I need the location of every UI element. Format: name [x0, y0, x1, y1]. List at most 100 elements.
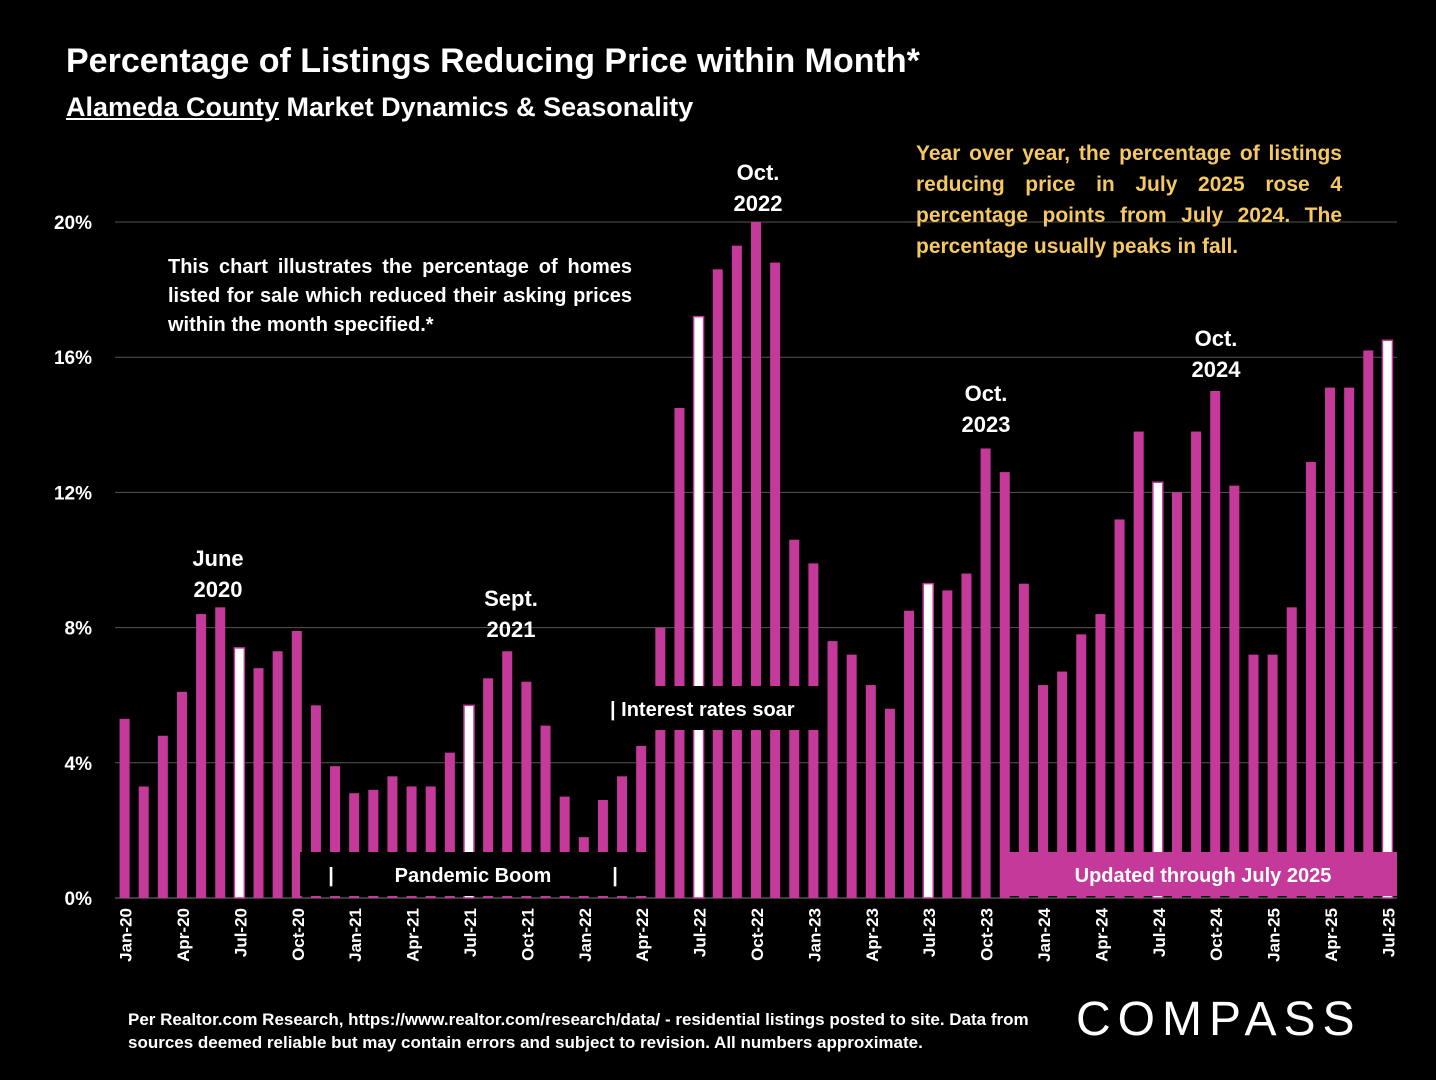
- annotation-sept-2021: Sept. 2021: [466, 583, 556, 645]
- x-tick-label: Jan-23: [805, 908, 824, 962]
- bar: [272, 651, 283, 898]
- y-axis-ticks: 0% 4% 8% 12% 16% 20%: [54, 213, 92, 910]
- x-tick-label: Oct-21: [518, 908, 537, 961]
- bar: [233, 647, 246, 899]
- bar: [617, 776, 628, 898]
- y-tick-label: 16%: [54, 348, 92, 369]
- x-tick-label: Jul-22: [691, 908, 710, 957]
- y-tick-label: 12%: [54, 483, 92, 504]
- bar: [1286, 607, 1297, 898]
- bar: [827, 641, 838, 898]
- compass-logo: COMPASS: [1076, 993, 1362, 1046]
- bar: [1018, 583, 1029, 898]
- annotation-line: Oct.: [964, 381, 1008, 406]
- y-tick-label: 20%: [54, 213, 92, 234]
- bar: [751, 222, 761, 898]
- bar: [636, 745, 647, 898]
- x-tick-label: Apr-22: [633, 908, 652, 962]
- bar: [1171, 492, 1182, 898]
- bar: [1210, 391, 1221, 898]
- bar: [655, 627, 666, 898]
- x-tick-label: Jul-23: [920, 908, 939, 957]
- pandemic-boom-label: Pandemic Boom: [395, 865, 552, 887]
- bar: [1229, 485, 1240, 898]
- bar: [692, 315, 705, 899]
- annotation-line: 2023: [961, 412, 1011, 437]
- bar: [368, 789, 379, 898]
- annotation-line: June: [192, 546, 244, 571]
- bar: [138, 786, 149, 898]
- x-tick-label: Apr-20: [174, 908, 193, 962]
- bar: [999, 472, 1010, 898]
- page-title: Percentage of Listings Reducing Price wi…: [66, 42, 920, 80]
- bar: [884, 708, 895, 898]
- bar: [1057, 671, 1068, 898]
- bar: [1325, 387, 1336, 898]
- bar: [1267, 654, 1278, 898]
- bar: [559, 796, 570, 898]
- annotation-line: 2021: [486, 617, 536, 642]
- x-tick-label: Jul-25: [1379, 908, 1398, 957]
- x-tick-label: Apr-21: [404, 908, 423, 962]
- bar: [1038, 685, 1049, 898]
- x-tick-label: Oct-24: [1207, 907, 1226, 960]
- x-tick-label: Oct-22: [748, 908, 767, 961]
- bar: [731, 245, 742, 898]
- x-tick-label: Jan-22: [576, 908, 595, 962]
- chart-overlays: | Interest rates soar | Pandemic Boom | Upda…: [300, 686, 1397, 896]
- chart-description: This chart illustrates the percentage of…: [168, 256, 632, 336]
- y-tick-label: 4%: [65, 754, 93, 775]
- x-tick-label: Jan-21: [346, 908, 365, 962]
- bar: [463, 704, 475, 899]
- x-tick-label: Jan-20: [117, 908, 136, 962]
- bar: [1114, 519, 1125, 898]
- bar: [1248, 654, 1259, 898]
- bar: [770, 262, 781, 898]
- annotation-oct-2024: Oct. 2024: [1176, 323, 1256, 385]
- bar: [540, 725, 551, 898]
- bar: [712, 269, 723, 898]
- x-tick-label: Jan-24: [1035, 907, 1054, 961]
- x-tick-label: Apr-24: [1092, 907, 1111, 961]
- bar: [291, 630, 302, 898]
- annotation-june-2020: June 2020: [178, 543, 258, 605]
- bar: [196, 614, 207, 898]
- bar: [483, 678, 494, 898]
- bar: [674, 407, 685, 898]
- bar: [521, 681, 532, 898]
- x-tick-label: Jan-25: [1265, 908, 1284, 962]
- annotation-line: Sept.: [484, 586, 538, 611]
- bar: [119, 718, 130, 898]
- bar: [1344, 387, 1355, 898]
- y-tick-label: 8%: [65, 619, 93, 640]
- x-tick-label: Jul-20: [231, 908, 250, 957]
- updated-through-label: Updated through July 2025: [1075, 865, 1332, 887]
- x-tick-label: Jul-24: [1150, 907, 1169, 957]
- bar: [922, 582, 934, 899]
- bar: [846, 654, 857, 898]
- bar: [425, 786, 436, 898]
- bar: [865, 685, 876, 898]
- bar: [444, 752, 455, 898]
- bar: [904, 610, 915, 898]
- bar: [387, 776, 398, 898]
- annotation-line: 2024: [1191, 357, 1241, 382]
- bar: [597, 799, 608, 898]
- bar: [961, 573, 972, 898]
- bar: [1305, 461, 1316, 898]
- bar: [349, 793, 360, 898]
- bar: [157, 735, 168, 898]
- annotation-oct-2022: Oct. 2022: [718, 157, 798, 219]
- x-tick-label: Oct-20: [289, 908, 308, 961]
- annotation-oct-2023: Oct. 2023: [946, 378, 1026, 440]
- annotation-line: Oct.: [736, 160, 780, 185]
- bar: [1152, 481, 1164, 899]
- bar: [253, 668, 264, 898]
- bar: [1095, 614, 1106, 898]
- bar: [215, 607, 226, 898]
- interest-rates-box: [604, 686, 822, 730]
- bar: [1076, 634, 1087, 898]
- bar: [406, 786, 417, 898]
- source-footnote: Per Realtor.com Research, https://www.re…: [128, 1010, 1029, 1052]
